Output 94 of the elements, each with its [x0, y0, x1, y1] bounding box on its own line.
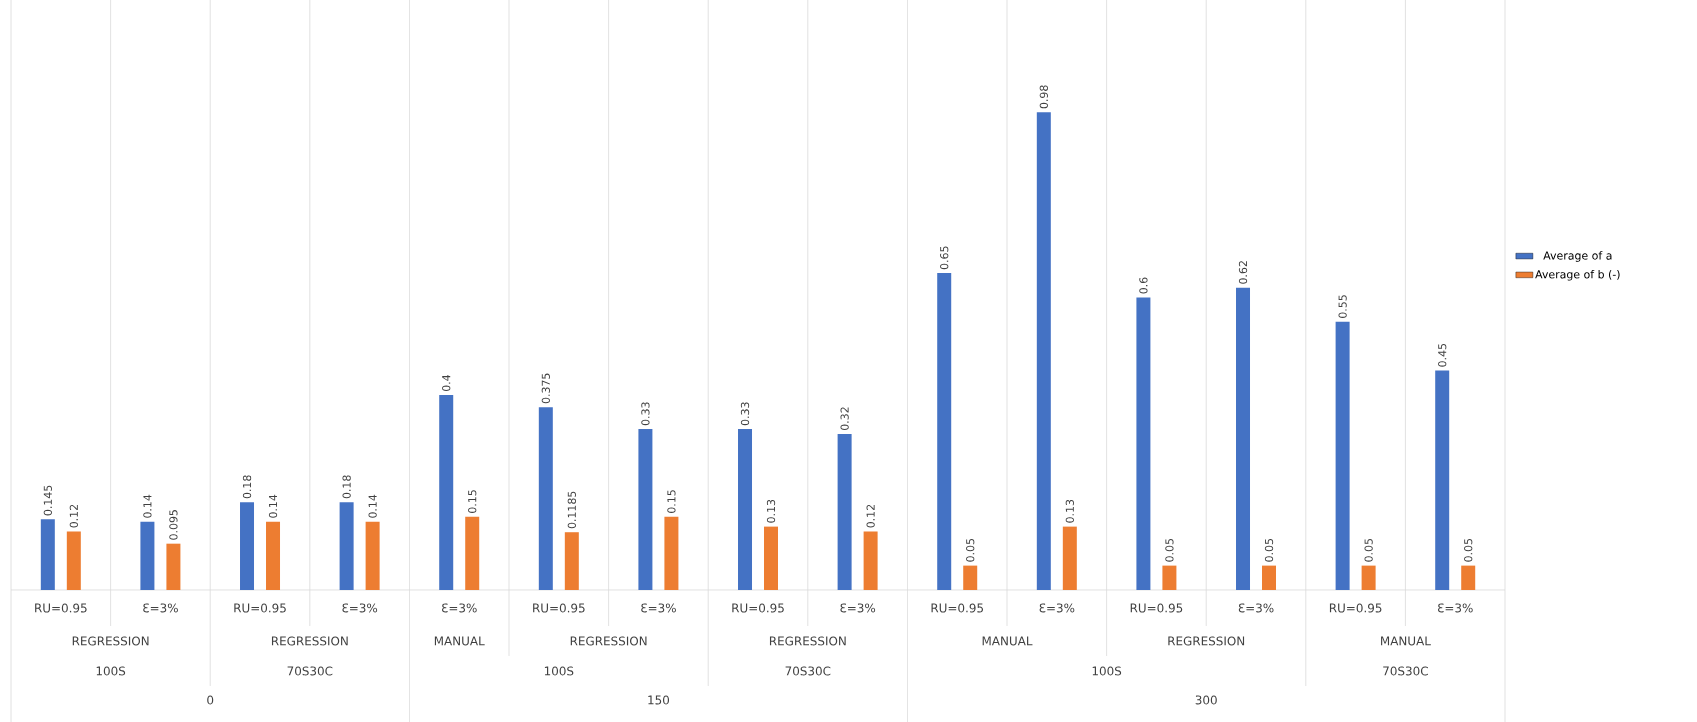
bar — [738, 429, 753, 590]
text: MANUAL — [982, 636, 1033, 646]
data-label: 0.145 — [43, 485, 52, 516]
data-label: 0.12 — [69, 504, 78, 528]
bar — [439, 394, 454, 590]
bar — [40, 519, 55, 590]
data-label: 0.18 — [342, 475, 351, 499]
bar — [240, 502, 255, 590]
bar — [963, 565, 978, 590]
bar — [166, 543, 181, 590]
x-tick-label: RU=0.95 — [35, 603, 87, 613]
data-label: 0.095 — [169, 510, 178, 540]
bar — [1461, 565, 1476, 590]
text: MANUAL — [1381, 636, 1431, 646]
text: REGRESSION — [570, 636, 647, 646]
data-label: 0.13 — [766, 499, 776, 523]
text: REGRESSION — [1168, 636, 1245, 646]
data-label: 0.05 — [1464, 538, 1473, 562]
data-label: 0.98 — [1039, 85, 1048, 109]
data-label: 0.18 — [242, 475, 252, 499]
bar — [1136, 297, 1151, 590]
bar — [1036, 112, 1051, 590]
data-label: 0.14 — [143, 494, 152, 518]
text: MANUAL — [434, 636, 485, 646]
x-tick-label: RU=0.95 — [1130, 603, 1183, 613]
x-tick-label: Ɛ=3% — [342, 603, 378, 613]
bar — [638, 429, 653, 590]
text: 70S30C — [1383, 666, 1428, 676]
data-label: 0.62 — [1238, 261, 1248, 284]
text: 300 — [1195, 695, 1217, 705]
bar — [1262, 565, 1277, 590]
bar — [365, 521, 380, 590]
data-label: 0.05 — [1364, 538, 1373, 562]
x-tick-label: RU=0.95 — [234, 603, 286, 613]
bar — [1335, 321, 1350, 590]
text: 100S — [96, 666, 126, 676]
data-label: 0.05 — [1165, 538, 1174, 562]
bar — [1435, 370, 1450, 590]
bar — [266, 521, 281, 590]
text: 100S — [544, 666, 574, 676]
data-label: 0.375 — [541, 373, 550, 404]
legend-label: Average of a — [1543, 251, 1612, 262]
bar — [465, 516, 480, 590]
text: 100S — [1092, 666, 1122, 676]
data-label: 0.05 — [1264, 538, 1274, 562]
text: 70S30C — [785, 666, 831, 676]
bar — [66, 531, 81, 590]
bar — [1162, 565, 1177, 590]
text: 150 — [648, 695, 670, 705]
x-tick-label: Ɛ=3% — [840, 603, 876, 613]
data-label: 0.15 — [468, 490, 477, 513]
bar — [937, 273, 952, 590]
x-tick-label: RU=0.95 — [931, 603, 984, 613]
x-tick-label: RU=0.95 — [533, 603, 585, 613]
data-label: 0.13 — [1065, 499, 1074, 523]
data-label: 0.55 — [1338, 295, 1347, 318]
data-label: 0.33 — [740, 402, 750, 426]
data-label: 0.32 — [840, 407, 849, 431]
x-tick-label: RU=0.95 — [1329, 603, 1382, 613]
x-tick-label: Ɛ=3% — [143, 603, 178, 613]
bar — [140, 521, 155, 590]
data-label: 0.12 — [866, 504, 875, 528]
legend-label: Average of b (-) — [1535, 269, 1620, 281]
data-label: 0.4 — [442, 374, 451, 392]
bar — [837, 433, 852, 590]
bar — [1236, 287, 1251, 590]
data-label: 0.45 — [1438, 343, 1447, 367]
data-label: 0.6 — [1139, 277, 1148, 294]
data-label: 0.15 — [667, 490, 676, 513]
bar — [1361, 565, 1376, 590]
x-tick-label: Ɛ=3% — [442, 603, 477, 613]
data-label: 0.14 — [368, 494, 377, 518]
data-label: 0.33 — [641, 402, 650, 426]
x-tick-label: Ɛ=3% — [641, 603, 676, 613]
text: REGRESSION — [72, 636, 149, 646]
bar — [764, 526, 779, 590]
data-label: 0.14 — [268, 494, 278, 518]
x-tick-label: RU=0.95 — [732, 603, 784, 613]
data-label: 0.05 — [966, 538, 975, 562]
bar — [564, 532, 579, 590]
text: 70S30C — [287, 666, 333, 676]
bar — [664, 516, 679, 590]
x-tick-label: Ɛ=3% — [1039, 603, 1075, 613]
bar — [339, 502, 354, 590]
x-tick-label: Ɛ=3% — [1238, 603, 1274, 613]
bar — [538, 407, 553, 590]
text: 0 — [207, 695, 214, 705]
text: REGRESSION — [271, 636, 348, 646]
data-label: 0.65 — [940, 246, 949, 270]
bar — [863, 531, 878, 590]
bar — [1062, 526, 1077, 590]
text: REGRESSION — [769, 636, 846, 646]
x-tick-label: Ɛ=3% — [1438, 603, 1473, 613]
data-label: 0.1185 — [567, 491, 576, 529]
